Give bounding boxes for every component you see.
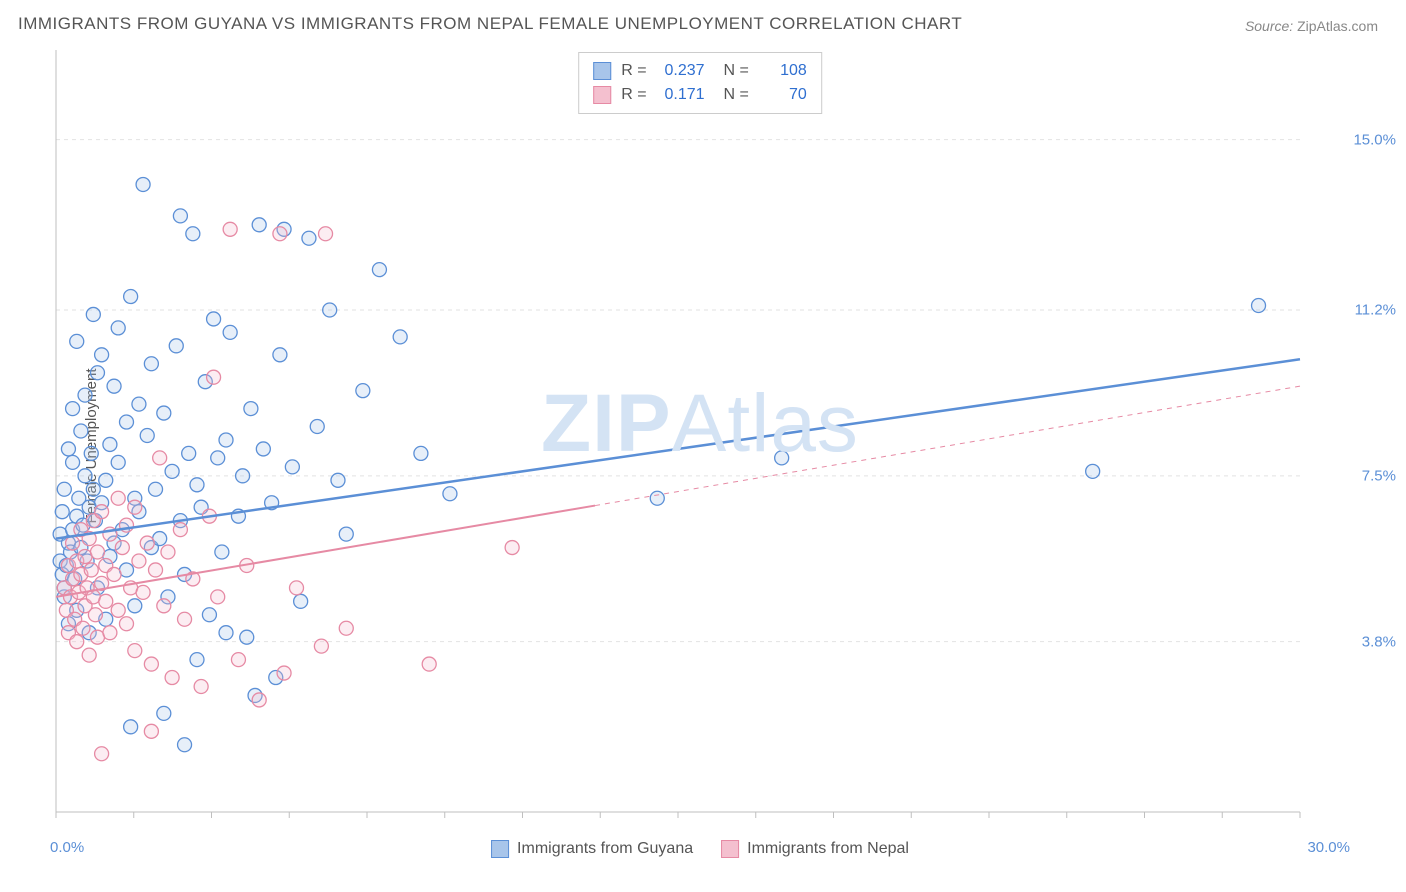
source-value: ZipAtlas.com: [1297, 18, 1378, 34]
source-label: Source:: [1245, 18, 1293, 34]
n-label: N =: [715, 59, 749, 83]
legend-item: Immigrants from Guyana: [491, 840, 693, 858]
x-tick-min: 0.0%: [50, 839, 84, 856]
legend-swatch: [593, 62, 611, 80]
n-label: N =: [715, 83, 749, 107]
series-legend: Immigrants from Guyana Immigrants from N…: [491, 840, 909, 858]
x-tick-max: 30.0%: [1307, 839, 1350, 856]
y-tick: 7.5%: [1362, 467, 1396, 484]
y-tick: 11.2%: [1355, 301, 1396, 318]
correlation-legend: R = 0.237 N = 108 R = 0.171 N = 70: [578, 52, 822, 114]
y-tick: 15.0%: [1353, 131, 1396, 148]
r-value: 0.171: [657, 83, 705, 107]
y-tick: 3.8%: [1362, 633, 1396, 650]
r-value: 0.237: [657, 59, 705, 83]
source-attribution: Source: ZipAtlas.com: [1245, 18, 1378, 34]
r-label: R =: [621, 83, 646, 107]
chart-area: ZIPAtlas R = 0.237 N = 108 R = 0.171 N =…: [50, 50, 1350, 830]
scatter-chart: [50, 50, 1350, 830]
legend-label: Immigrants from Guyana: [517, 840, 693, 858]
legend-label: Immigrants from Nepal: [747, 840, 909, 858]
n-value: 70: [759, 83, 807, 107]
n-value: 108: [759, 59, 807, 83]
legend-swatch: [721, 840, 739, 858]
legend-swatch: [593, 86, 611, 104]
correlation-legend-row: R = 0.237 N = 108: [593, 59, 807, 83]
legend-swatch: [491, 840, 509, 858]
legend-item: Immigrants from Nepal: [721, 840, 909, 858]
chart-title: IMMIGRANTS FROM GUYANA VS IMMIGRANTS FRO…: [18, 14, 962, 34]
correlation-legend-row: R = 0.171 N = 70: [593, 83, 807, 107]
r-label: R =: [621, 59, 646, 83]
